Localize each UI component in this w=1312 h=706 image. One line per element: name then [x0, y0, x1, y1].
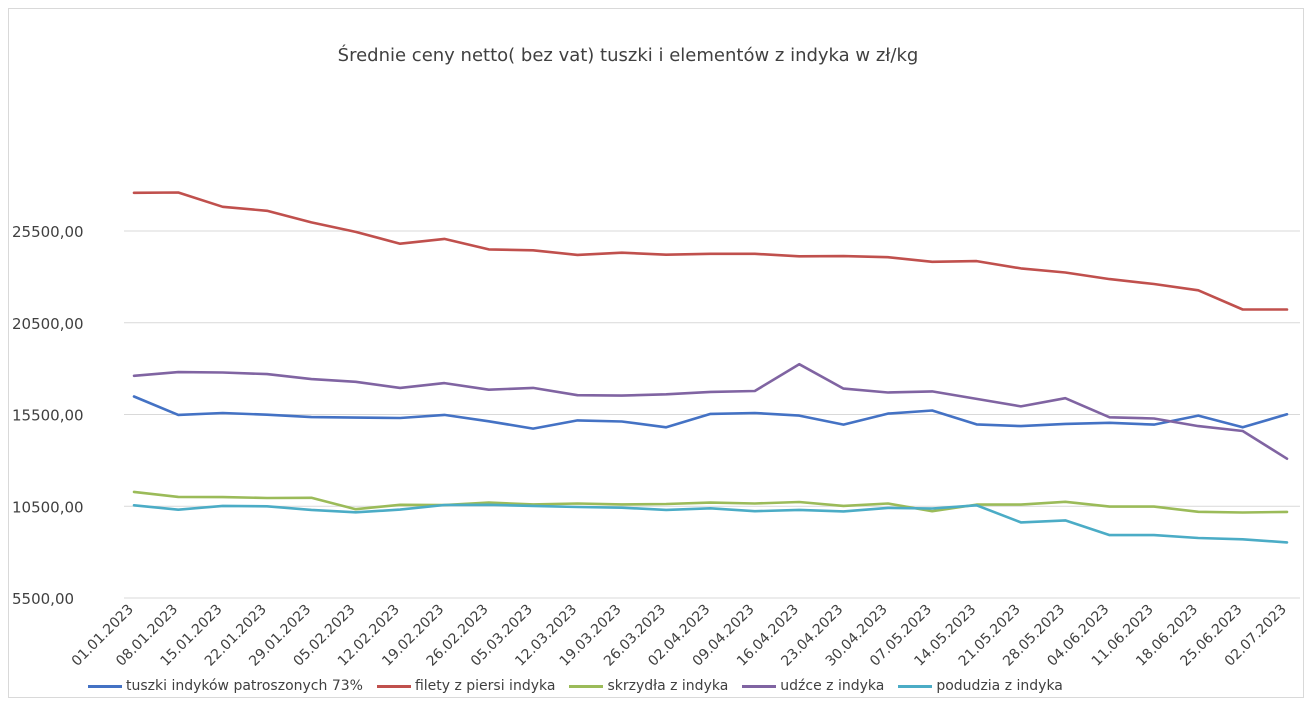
legend-item: udźce z indyka	[742, 678, 884, 694]
series-line	[132, 395, 1289, 430]
legend-swatch	[376, 684, 411, 688]
y-tick-label: 15500,00	[12, 407, 84, 425]
legend-item: tuszki indyków patroszonych 73%	[88, 678, 363, 694]
series-line	[132, 503, 1289, 544]
y-tick-label: 5500,00	[12, 590, 74, 608]
chart-frame	[8, 8, 1304, 698]
y-tick-label: 20500,00	[12, 315, 84, 333]
y-tick-label: 10500,00	[12, 498, 84, 516]
y-tick-label: 25500,00	[12, 223, 84, 241]
series-line	[132, 191, 1289, 311]
chart-legend: tuszki indyków patroszonych 73% filety z …	[88, 678, 1063, 694]
legend-swatch	[898, 684, 933, 688]
series-line	[132, 490, 1289, 514]
legend-swatch	[88, 684, 122, 688]
legend-swatch	[742, 684, 777, 688]
legend-label: tuszki indyków patroszonych 73%	[126, 678, 363, 694]
legend-item: podudzia z indyka	[898, 678, 1063, 694]
legend-label: skrzydła z indyka	[607, 678, 729, 694]
legend-label: filety z piersi indyka	[414, 678, 556, 694]
legend-label: udźce z indyka	[780, 678, 885, 694]
legend-swatch	[569, 684, 604, 688]
legend-label: podudzia z indyka	[936, 678, 1063, 694]
legend-item: filety z piersi indyka	[376, 678, 556, 694]
series-line	[132, 362, 1289, 461]
chart-title: Średnie ceny netto( bez vat) tuszki i el…	[337, 45, 919, 66]
legend-item: skrzydła z indyka	[569, 678, 728, 694]
